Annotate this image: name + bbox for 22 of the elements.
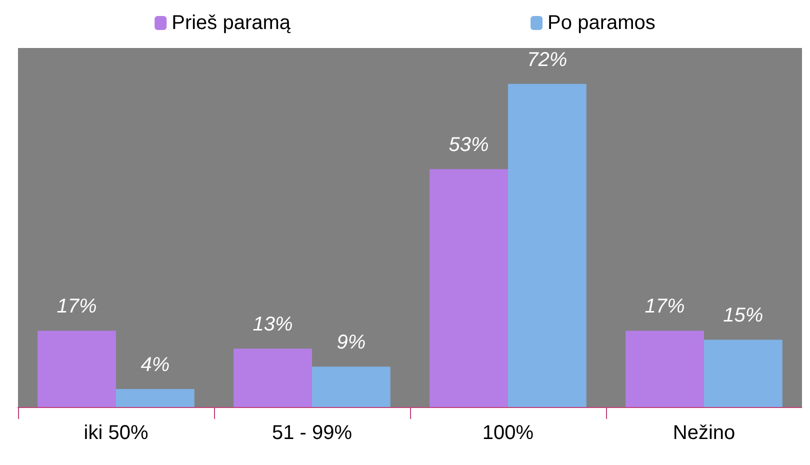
bar [626, 330, 704, 407]
data-label: 17% [644, 296, 685, 318]
bar [704, 340, 782, 407]
legend-label: Prieš paramą [172, 12, 292, 34]
data-label: 72% [527, 48, 568, 71]
data-label: 13% [252, 314, 293, 336]
x-tick-label: 100% [482, 422, 534, 444]
bar [508, 84, 586, 407]
data-label: 4% [140, 354, 170, 376]
data-label: 9% [336, 332, 366, 354]
data-label: 53% [448, 134, 489, 156]
bar [312, 366, 390, 407]
bar [38, 330, 116, 407]
bar [430, 169, 508, 407]
x-tick-label: 51 - 99% [272, 422, 352, 444]
data-label: 17% [56, 296, 97, 318]
x-tick-label: iki 50% [84, 422, 148, 444]
bar [234, 348, 312, 407]
legend-label: Po paramos [548, 12, 656, 34]
bar [116, 389, 194, 407]
x-tick-label: Nežino [672, 422, 736, 444]
data-label: 15% [723, 304, 764, 327]
